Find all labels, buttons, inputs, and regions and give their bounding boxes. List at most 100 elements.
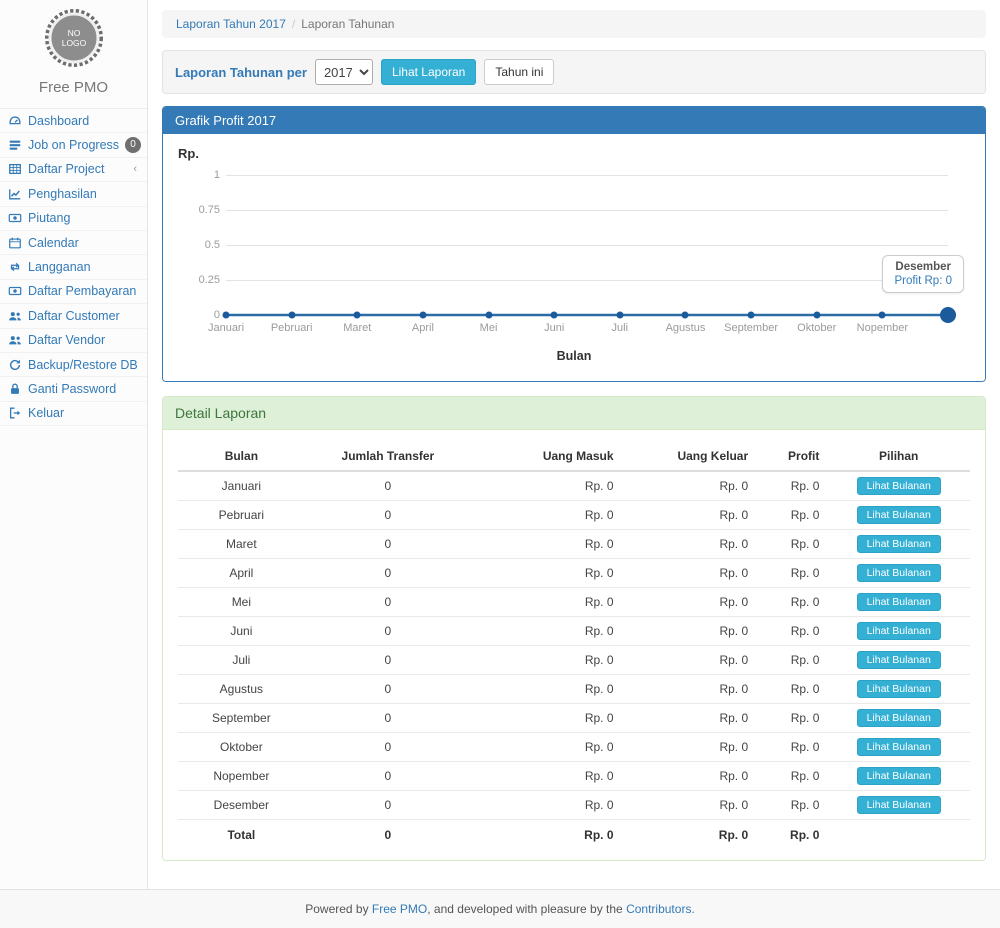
chart-data-point-desember[interactable] (940, 307, 956, 323)
breadcrumb-link-laporan-tahun[interactable]: Laporan Tahun 2017 (176, 17, 286, 31)
cell-profit: Rp. 0 (756, 733, 827, 762)
cell-uang-masuk: Rp. 0 (471, 559, 621, 588)
sidebar-item-langganan[interactable]: Langganan (0, 255, 147, 279)
cell-uang-keluar: Rp. 0 (622, 588, 757, 617)
chevron-left-icon: ‹ (133, 163, 139, 175)
cell-profit: Rp. 0 (756, 675, 827, 704)
cell-jumlah-transfer: 0 (305, 704, 471, 733)
footer-link-free-pmo[interactable]: Free PMO (372, 902, 427, 916)
chart-y-axis-label: Rp. (178, 146, 970, 161)
sidebar-item-keluar[interactable]: Keluar (0, 402, 147, 426)
column-header-uang-keluar: Uang Keluar (622, 442, 757, 471)
sidebar-item-piutang[interactable]: Piutang (0, 207, 147, 231)
sidebar-item-label: Daftar Project (28, 162, 127, 176)
sidebar-item-label: Calendar (28, 236, 139, 250)
sidebar-item-daftar-customer[interactable]: Daftar Customer (0, 304, 147, 328)
sidebar-item-ganti-password[interactable]: Ganti Password (0, 377, 147, 401)
total-masuk: Rp. 0 (471, 820, 621, 851)
main-content: Laporan Tahun 2017/Laporan Tahunan Lapor… (148, 0, 1000, 889)
this-year-button[interactable]: Tahun ini (484, 59, 554, 85)
sidebar-item-backup-restore-db[interactable]: Backup/Restore DB (0, 353, 147, 377)
view-monthly-button-oktober[interactable]: Lihat Bulanan (857, 738, 941, 756)
sidebar-item-label: Ganti Password (28, 382, 139, 396)
table-row-april: April0Rp. 0Rp. 0Rp. 0Lihat Bulanan (178, 559, 970, 588)
column-header-bulan: Bulan (178, 442, 305, 471)
cell-uang-keluar: Rp. 0 (622, 675, 757, 704)
view-monthly-button-juli[interactable]: Lihat Bulanan (857, 651, 941, 669)
chart-plot-wrap: 10.750.50.250JanuariPebruariMaretAprilMe… (188, 175, 948, 315)
sidebar-item-label: Piutang (28, 211, 139, 225)
cell-profit: Rp. 0 (756, 762, 827, 791)
chart-plot: 10.750.50.250JanuariPebruariMaretAprilMe… (226, 175, 948, 315)
cell-uang-keluar: Rp. 0 (622, 791, 757, 820)
chart-x-tick-label: Januari (208, 322, 244, 334)
table-row-desember: Desember0Rp. 0Rp. 0Rp. 0Lihat Bulanan (178, 791, 970, 820)
dashboard-icon (8, 114, 22, 128)
view-monthly-button-september[interactable]: Lihat Bulanan (857, 709, 941, 727)
chart-x-tick-label: April (412, 322, 434, 334)
sidebar-item-penghasilan[interactable]: Penghasilan (0, 182, 147, 206)
table-header-row: BulanJumlah TransferUang MasukUang Kelua… (178, 442, 970, 471)
cell-bulan: April (178, 559, 305, 588)
view-monthly-button-mei[interactable]: Lihat Bulanan (857, 593, 941, 611)
cell-uang-masuk: Rp. 0 (471, 762, 621, 791)
sidebar-item-calendar[interactable]: Calendar (0, 231, 147, 255)
view-monthly-button-nopember[interactable]: Lihat Bulanan (857, 767, 941, 785)
sidebar-item-job-on-progress[interactable]: Job on Progress0 (0, 133, 147, 157)
table-body: Januari0Rp. 0Rp. 0Rp. 0Lihat BulananPebr… (178, 471, 970, 850)
users-icon (8, 333, 22, 347)
chart-data-point-juli[interactable] (616, 312, 623, 319)
view-monthly-button-agustus[interactable]: Lihat Bulanan (857, 680, 941, 698)
total-profit: Rp. 0 (756, 820, 827, 851)
cell-profit: Rp. 0 (756, 588, 827, 617)
chart-data-point-juni[interactable] (551, 312, 558, 319)
table-row-maret: Maret0Rp. 0Rp. 0Rp. 0Lihat Bulanan (178, 530, 970, 559)
chart-y-tick-label: 1 (188, 169, 220, 181)
chart-data-point-oktober[interactable] (813, 312, 820, 319)
cell-jumlah-transfer: 0 (305, 617, 471, 646)
footer-link-contributors[interactable]: Contributors. (626, 902, 695, 916)
view-monthly-button-maret[interactable]: Lihat Bulanan (857, 535, 941, 553)
chart-x-tick-label: Juli (612, 322, 629, 334)
sidebar-item-daftar-pembayaran[interactable]: Daftar Pembayaran (0, 280, 147, 304)
chart-data-point-agustus[interactable] (682, 312, 689, 319)
report-filter-bar: Laporan Tahunan per 2017 Lihat Laporan T… (162, 50, 986, 94)
sidebar-item-label: Dashboard (28, 114, 139, 128)
sidebar-item-daftar-vendor[interactable]: Daftar Vendor (0, 329, 147, 353)
cell-uang-keluar: Rp. 0 (622, 501, 757, 530)
sidebar-item-label: Keluar (28, 406, 139, 420)
chart-data-point-maret[interactable] (354, 312, 361, 319)
chart-data-point-mei[interactable] (485, 312, 492, 319)
cell-uang-keluar: Rp. 0 (622, 617, 757, 646)
profit-line-series (226, 175, 948, 315)
sidebar-item-daftar-project[interactable]: Daftar Project ‹ (0, 158, 147, 182)
view-report-button[interactable]: Lihat Laporan (381, 59, 476, 85)
cell-jumlah-transfer: 0 (305, 762, 471, 791)
money-icon (8, 211, 22, 225)
sidebar-item-label: Backup/Restore DB (28, 358, 139, 372)
column-header-jumlah-transfer: Jumlah Transfer (305, 442, 471, 471)
year-select[interactable]: 2017 (315, 59, 373, 85)
cell-bulan: Maret (178, 530, 305, 559)
view-monthly-button-desember[interactable]: Lihat Bulanan (857, 796, 941, 814)
sidebar: NO LOGO Free PMO DashboardJob on Progres… (0, 0, 148, 889)
table-total-row: Total0Rp. 0Rp. 0Rp. 0 (178, 820, 970, 851)
chart-data-point-april[interactable] (419, 312, 426, 319)
sidebar-item-dashboard[interactable]: Dashboard (0, 109, 147, 133)
view-monthly-button-april[interactable]: Lihat Bulanan (857, 564, 941, 582)
view-monthly-button-pebruari[interactable]: Lihat Bulanan (857, 506, 941, 524)
view-monthly-button-januari[interactable]: Lihat Bulanan (857, 477, 941, 495)
table-row-juli: Juli0Rp. 0Rp. 0Rp. 0Lihat Bulanan (178, 646, 970, 675)
view-monthly-button-juni[interactable]: Lihat Bulanan (857, 622, 941, 640)
chart-data-point-januari[interactable] (223, 312, 230, 319)
cell-uang-masuk: Rp. 0 (471, 675, 621, 704)
cell-uang-keluar: Rp. 0 (622, 762, 757, 791)
users-icon (8, 309, 22, 323)
cell-bulan: Oktober (178, 733, 305, 762)
chart-data-point-september[interactable] (748, 312, 755, 319)
chart-data-point-nopember[interactable] (879, 312, 886, 319)
tasks-icon (8, 138, 22, 152)
cell-uang-masuk: Rp. 0 (471, 646, 621, 675)
chart-data-point-pebruari[interactable] (288, 312, 295, 319)
cell-profit: Rp. 0 (756, 704, 827, 733)
